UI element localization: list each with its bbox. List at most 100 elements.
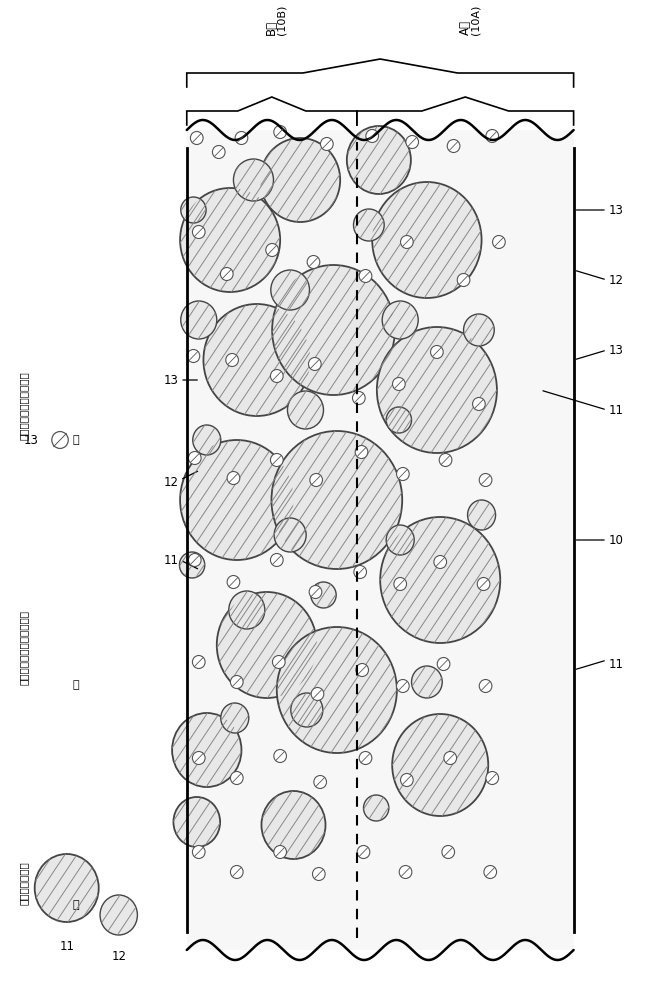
Ellipse shape [173,797,220,847]
Ellipse shape [386,525,414,555]
Ellipse shape [100,895,137,935]
Ellipse shape [434,556,447,568]
Text: (10A): (10A) [470,5,480,35]
Ellipse shape [448,139,460,152]
Ellipse shape [192,846,205,858]
Ellipse shape [364,795,389,821]
Text: ：: ： [72,435,79,445]
Ellipse shape [188,554,201,566]
Ellipse shape [274,518,306,552]
Ellipse shape [191,131,203,144]
Ellipse shape [386,407,412,433]
Text: 11: 11 [164,554,179,566]
Ellipse shape [484,865,496,879]
Ellipse shape [366,129,379,142]
Ellipse shape [271,431,402,569]
Ellipse shape [187,350,199,362]
Ellipse shape [180,188,280,292]
Ellipse shape [181,197,206,223]
Ellipse shape [359,752,372,764]
Ellipse shape [179,552,205,578]
Ellipse shape [52,432,68,448]
Ellipse shape [227,472,240,485]
Ellipse shape [492,235,506,248]
Ellipse shape [235,131,247,144]
Ellipse shape [287,391,323,429]
Ellipse shape [472,397,486,410]
Text: 12: 12 [164,476,179,488]
Ellipse shape [430,346,443,359]
Ellipse shape [308,358,321,370]
Ellipse shape [313,776,326,788]
Ellipse shape [271,369,283,382]
Ellipse shape [412,666,442,698]
Ellipse shape [277,627,397,753]
Ellipse shape [311,582,336,608]
Text: 11: 11 [609,403,624,416]
Ellipse shape [464,314,494,346]
Ellipse shape [359,269,372,282]
Ellipse shape [271,554,283,566]
Ellipse shape [312,867,325,880]
Ellipse shape [188,452,201,464]
Ellipse shape [396,468,409,481]
Ellipse shape [221,703,249,733]
Text: 再生纤维素纤维的主干部分: 再生纤维素纤维的主干部分 [19,610,29,685]
Ellipse shape [382,301,418,339]
Ellipse shape [273,750,287,762]
Text: 13: 13 [609,204,624,217]
Ellipse shape [261,791,325,859]
Ellipse shape [272,656,285,668]
Ellipse shape [477,578,490,590]
Ellipse shape [394,578,406,590]
Ellipse shape [265,243,278,256]
Text: 再生纤维素纤维的原纤维: 再生纤维素纤维的原纤维 [19,371,29,440]
Ellipse shape [396,680,409,692]
Ellipse shape [400,235,413,248]
Ellipse shape [231,676,243,688]
Ellipse shape [233,159,273,201]
Ellipse shape [347,126,411,194]
Ellipse shape [271,270,309,310]
Ellipse shape [192,656,205,668]
Ellipse shape [479,474,492,487]
Ellipse shape [358,846,370,858]
Text: 11: 11 [609,658,624,672]
Ellipse shape [309,474,322,487]
Ellipse shape [355,446,368,458]
Text: 12: 12 [609,273,624,286]
Ellipse shape [291,693,323,727]
Ellipse shape [229,591,265,629]
Ellipse shape [354,209,384,241]
Ellipse shape [406,135,419,148]
Bar [187,130,574,950]
Ellipse shape [181,301,217,339]
Ellipse shape [380,517,500,643]
Ellipse shape [354,566,367,578]
Text: 10: 10 [609,534,624,546]
Ellipse shape [231,772,243,784]
Ellipse shape [311,688,323,700]
Ellipse shape [309,585,321,598]
Ellipse shape [457,273,470,286]
Ellipse shape [392,714,488,816]
Ellipse shape [35,854,99,922]
Ellipse shape [172,713,241,787]
Ellipse shape [217,592,317,698]
Ellipse shape [192,752,205,764]
Text: 13: 13 [24,434,39,446]
Ellipse shape [320,137,333,150]
Ellipse shape [377,327,497,453]
Text: (10B): (10B) [277,5,287,35]
Ellipse shape [440,454,452,466]
Ellipse shape [356,664,368,676]
Ellipse shape [192,226,205,238]
Ellipse shape [372,182,482,298]
Ellipse shape [193,425,221,455]
Text: B部: B部 [265,20,278,35]
Text: 12: 12 [111,950,126,963]
Text: 13: 13 [609,344,624,357]
Ellipse shape [479,680,492,692]
Ellipse shape [212,145,225,158]
Ellipse shape [273,125,287,138]
